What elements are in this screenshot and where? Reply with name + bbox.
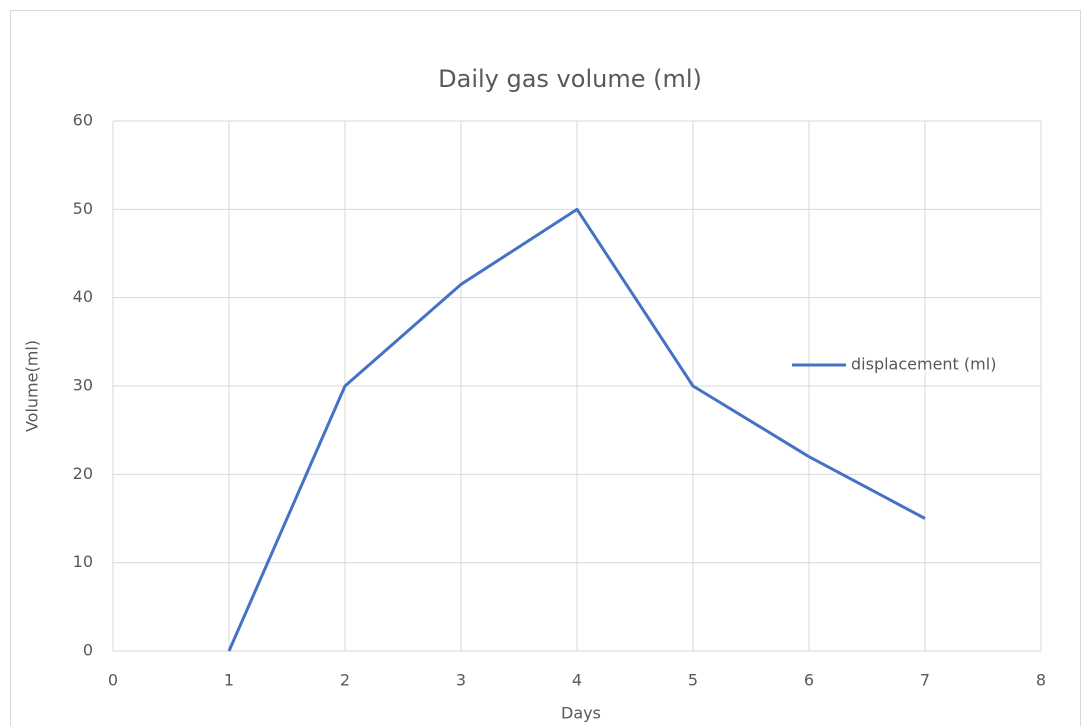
y-tick-label: 40: [73, 287, 93, 306]
x-tick-label: 5: [688, 671, 698, 690]
chart-title: Daily gas volume (ml): [438, 65, 702, 93]
legend-label: displacement (ml): [851, 355, 996, 374]
x-axis-label: Days: [561, 704, 601, 723]
y-tick-label: 50: [73, 199, 93, 218]
x-tick-label: 8: [1036, 671, 1046, 690]
x-tick-label: 3: [456, 671, 466, 690]
x-tick-label: 6: [804, 671, 814, 690]
x-tick-label: 4: [572, 671, 582, 690]
x-tick-label: 0: [108, 671, 118, 690]
y-tick-label: 20: [73, 464, 93, 483]
y-tick-label: 60: [73, 111, 93, 130]
y-tick-label: 30: [73, 376, 93, 395]
x-tick-label: 2: [340, 671, 350, 690]
data-line: [227, 207, 926, 652]
y-tick-label: 10: [73, 552, 93, 571]
x-tick-label: 1: [224, 671, 234, 690]
y-tick-label: 0: [83, 641, 93, 660]
x-tick-label: 7: [920, 671, 930, 690]
chart-frame: [10, 10, 1081, 726]
y-axis-label: Volume(ml): [23, 340, 42, 432]
